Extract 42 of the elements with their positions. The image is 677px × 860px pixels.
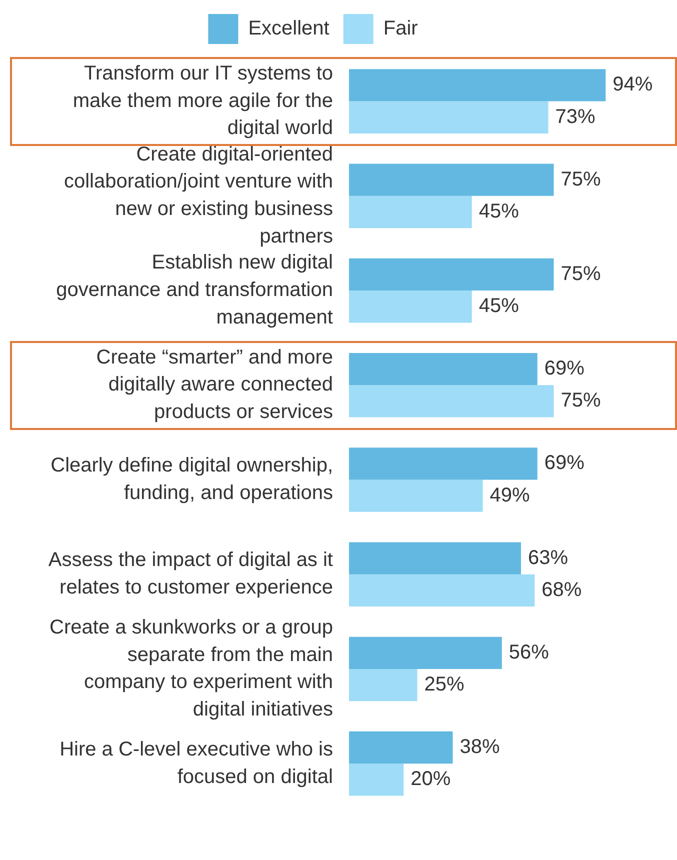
- data-label: 56%: [508, 641, 550, 664]
- data-label: 45%: [478, 295, 520, 318]
- data-label: 49%: [490, 484, 530, 506]
- data-label: 68%: [542, 578, 582, 601]
- bar: [349, 636, 502, 669]
- bar: [349, 448, 538, 480]
- data-label: 38%: [460, 736, 500, 758]
- data-label: 69%: [544, 452, 585, 474]
- bar: [349, 101, 548, 134]
- data-label: 94%: [612, 74, 653, 96]
- bar: [349, 574, 535, 607]
- data-label: 73%: [555, 106, 596, 128]
- bar: [349, 69, 606, 102]
- y-tick-label: Transform our IT systems to make them more agile for the digital world: [72, 62, 333, 140]
- bar: [349, 196, 472, 228]
- data-label: 69%: [544, 358, 585, 380]
- y-tick-label: Establish new digital governance and transformation management: [56, 252, 334, 328]
- bar: [349, 164, 554, 196]
- data-label: 25%: [424, 674, 464, 696]
- bar: [349, 668, 418, 702]
- bar: [349, 352, 538, 386]
- y-tick-label: Create “smarter” and more digitally aware connected products or services: [96, 346, 333, 424]
- y-tick-label: Create digital-oriented collaboration/joint venture with new or existing business partners: [64, 143, 333, 248]
- bar: [349, 290, 472, 323]
- bar: [349, 258, 554, 291]
- bar: [349, 764, 404, 796]
- bar: [349, 731, 453, 764]
- data-label: 75%: [560, 262, 601, 285]
- bar: [349, 385, 554, 418]
- y-tick-label: Hire a C-level executive who is focused on digital: [60, 738, 333, 788]
- legend-label: Excellent: [248, 18, 330, 40]
- legend-label: Fair: [383, 18, 418, 40]
- y-tick-label: Clearly define digital ownership, funding, and operations: [50, 454, 333, 504]
- y-tick-label: Create a skunkworks or a group separate from the main company to experiment with digital initiatives: [50, 616, 333, 721]
- data-label: 63%: [528, 546, 568, 569]
- data-label: 45%: [478, 200, 520, 223]
- bar: [349, 480, 483, 512]
- data-label: 20%: [410, 768, 451, 790]
- y-tick-label: Assess the impact of digital as it relates to customer experience: [48, 549, 334, 599]
- data-label: 75%: [560, 390, 601, 412]
- data-label: 75%: [560, 168, 601, 190]
- bar: [349, 542, 521, 574]
